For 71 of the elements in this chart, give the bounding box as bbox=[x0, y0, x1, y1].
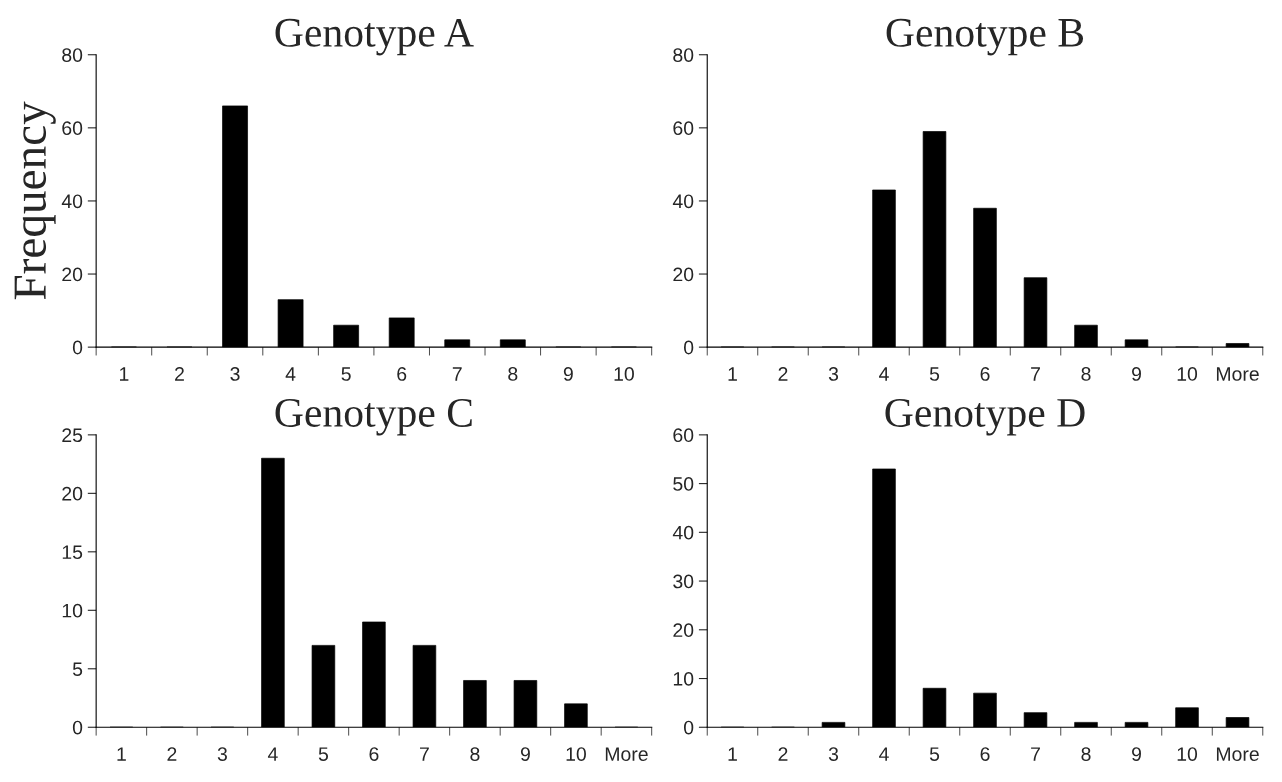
x-tick-label: 1 bbox=[728, 367, 737, 381]
x-tick-label: 8 bbox=[508, 367, 518, 381]
y-tick-label: 40 bbox=[672, 525, 694, 540]
y-axis-title: Frequency bbox=[14, 101, 56, 300]
x-tick-label: 7 bbox=[452, 367, 462, 381]
y-tick-label: 25 bbox=[62, 428, 83, 443]
x-tick-label: 1 bbox=[120, 367, 129, 381]
x-tick-label: More bbox=[1216, 747, 1259, 761]
x-tick-label: 5 bbox=[341, 367, 351, 381]
y-tick-label: 20 bbox=[62, 267, 83, 282]
chart-title: Genotype C bbox=[275, 398, 472, 436]
x-tick-label: 2 bbox=[778, 367, 788, 381]
x-tick-label: 10 bbox=[614, 367, 634, 381]
x-tick-label: 2 bbox=[778, 747, 788, 761]
x-tick-label: 6 bbox=[980, 367, 990, 381]
x-tick-label: 2 bbox=[167, 747, 177, 761]
x-tick-label: 4 bbox=[267, 747, 278, 761]
x-tick-label: 4 bbox=[285, 367, 296, 381]
x-tick-label: 10 bbox=[566, 747, 586, 761]
chart-title: Genotype D bbox=[885, 398, 1085, 436]
x-tick-label: 3 bbox=[230, 367, 240, 381]
y-tick-label: 80 bbox=[62, 48, 83, 62]
x-tick-label: 3 bbox=[828, 367, 839, 381]
x-tick-label: 2 bbox=[175, 367, 184, 381]
y-tick-label: 10 bbox=[673, 671, 694, 686]
y-tick-label: 20 bbox=[673, 267, 694, 282]
y-tick-label: 0 bbox=[683, 720, 694, 735]
y-tick-label: 60 bbox=[673, 121, 694, 136]
x-tick-label: 7 bbox=[1031, 367, 1040, 381]
x-tick-label: 8 bbox=[1081, 747, 1091, 761]
x-tick-label: 4 bbox=[879, 367, 889, 381]
y-tick-label: 0 bbox=[72, 340, 83, 355]
y-tick-label: 60 bbox=[62, 121, 83, 136]
x-tick-label: 3 bbox=[217, 747, 227, 761]
x-tick-label: 10 bbox=[1177, 367, 1198, 381]
x-tick-label: 6 bbox=[397, 367, 407, 381]
y-tick-label: 10 bbox=[62, 603, 83, 618]
x-tick-label: 8 bbox=[1081, 367, 1091, 381]
x-tick-label: 5 bbox=[929, 367, 940, 381]
y-tick-label: 40 bbox=[672, 194, 694, 209]
x-tick-label: 7 bbox=[420, 747, 429, 761]
y-tick-label: 15 bbox=[62, 545, 83, 560]
y-tick-label: 0 bbox=[683, 340, 694, 355]
chart-title: Genotype B bbox=[886, 18, 1084, 56]
x-tick-label: 8 bbox=[470, 747, 480, 761]
y-tick-label: 60 bbox=[673, 428, 694, 443]
x-tick-label: 1 bbox=[117, 747, 126, 761]
y-tick-label: 5 bbox=[72, 662, 83, 677]
y-tick-label: 20 bbox=[673, 623, 694, 638]
x-tick-label: 6 bbox=[980, 747, 990, 761]
y-tick-label: 50 bbox=[673, 477, 694, 491]
x-tick-label: 10 bbox=[1177, 747, 1198, 761]
y-tick-label: 40 bbox=[61, 194, 83, 209]
y-tick-label: 0 bbox=[72, 720, 83, 735]
chart-title: Genotype A bbox=[275, 18, 474, 56]
x-tick-label: 3 bbox=[828, 747, 839, 761]
x-tick-label: 9 bbox=[1132, 367, 1141, 381]
y-tick-label: 20 bbox=[62, 486, 83, 501]
y-tick-label: 80 bbox=[673, 48, 694, 62]
x-tick-label: 5 bbox=[318, 747, 329, 761]
x-tick-label: 4 bbox=[879, 747, 889, 761]
x-tick-label: 9 bbox=[563, 367, 573, 381]
x-tick-label: More bbox=[605, 747, 648, 761]
x-tick-label: 6 bbox=[369, 747, 379, 761]
x-tick-label: 5 bbox=[929, 747, 940, 761]
x-tick-label: More bbox=[1216, 367, 1259, 381]
x-tick-label: 1 bbox=[728, 747, 737, 761]
x-tick-label: 7 bbox=[1031, 747, 1040, 761]
x-tick-label: 9 bbox=[520, 747, 530, 761]
y-tick-label: 30 bbox=[673, 574, 694, 589]
x-tick-label: 9 bbox=[1132, 747, 1141, 761]
